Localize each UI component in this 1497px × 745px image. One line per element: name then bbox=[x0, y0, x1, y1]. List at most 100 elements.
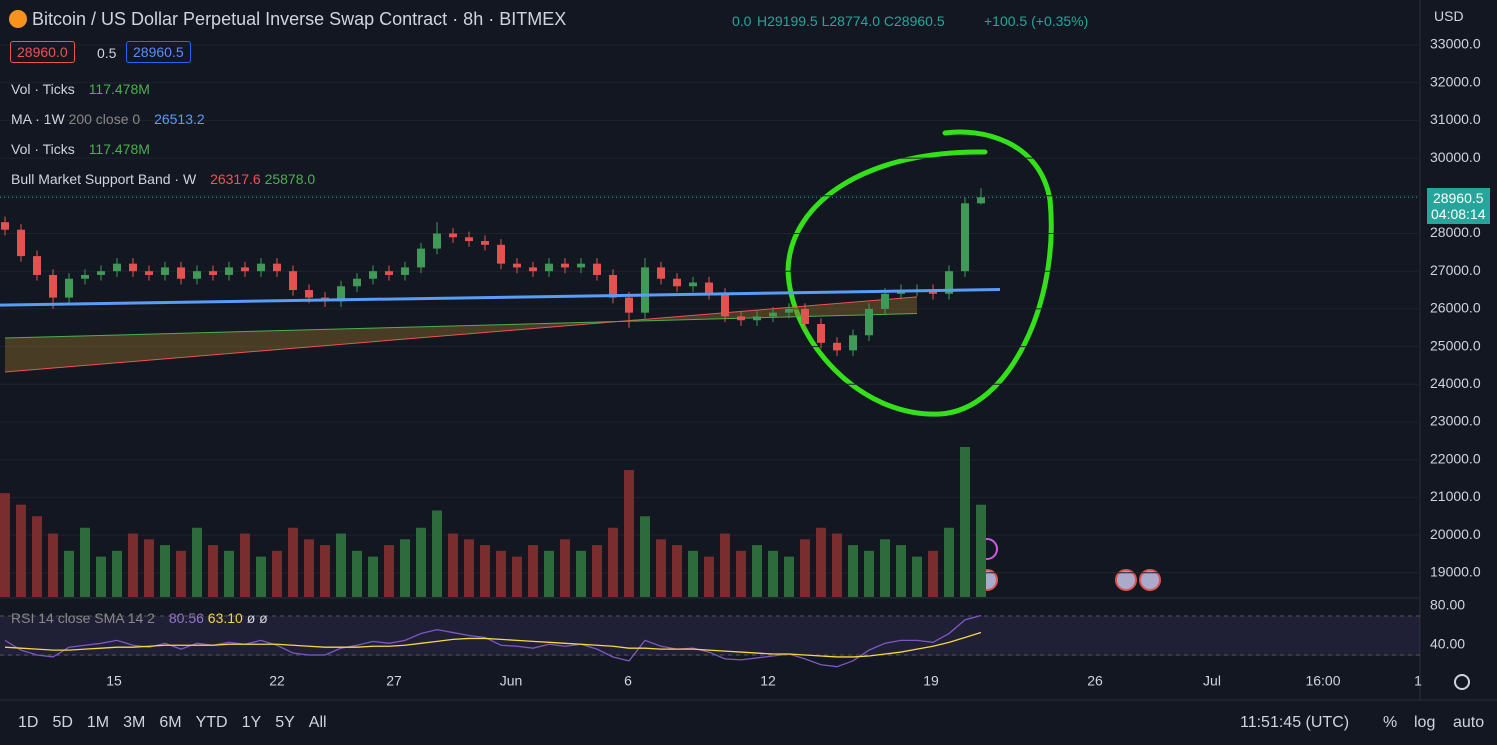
auto-toggle[interactable]: auto bbox=[1453, 714, 1485, 731]
volume-bar bbox=[416, 527, 426, 597]
bitcoin-icon bbox=[9, 10, 27, 28]
y-tick-label: 22000.0 bbox=[1430, 450, 1481, 466]
legend-name: Bull Market Support Band · W bbox=[11, 171, 197, 187]
volume-bar bbox=[400, 539, 410, 597]
range-button[interactable]: 1Y bbox=[241, 714, 262, 731]
candle-body bbox=[593, 263, 601, 275]
range-button[interactable]: 6M bbox=[159, 714, 182, 731]
x-tick-label: 27 bbox=[386, 673, 402, 689]
range-button[interactable]: 1D bbox=[18, 714, 39, 731]
sma-value: 63.10 bbox=[207, 610, 243, 626]
currency[interactable]: USD bbox=[1434, 8, 1464, 24]
last-price-label: 28960.5 04:08:14 bbox=[1427, 188, 1490, 224]
candle-body bbox=[273, 263, 281, 272]
volume-bar bbox=[768, 550, 778, 597]
x-tick-label: 12 bbox=[760, 673, 776, 689]
candle-body bbox=[865, 308, 873, 336]
range-button[interactable]: All bbox=[308, 714, 327, 731]
volume-bar bbox=[304, 539, 314, 597]
candle-body bbox=[17, 229, 25, 257]
volume-bar bbox=[96, 556, 106, 597]
candle-body bbox=[689, 282, 697, 287]
volume-bar bbox=[976, 504, 986, 597]
candle-body bbox=[561, 263, 569, 268]
candle-body bbox=[721, 293, 729, 317]
volume-bar bbox=[464, 539, 474, 597]
candle-body bbox=[769, 312, 777, 317]
volume-bar bbox=[352, 550, 362, 597]
volume-bar bbox=[80, 527, 90, 597]
rsi-tick-label: 80.00 bbox=[1430, 597, 1465, 613]
legend: Vol · Ticks 117.478M bbox=[11, 81, 150, 97]
settings-icon[interactable] bbox=[1454, 674, 1470, 690]
range-button[interactable]: 1M bbox=[86, 714, 110, 731]
volume-bar bbox=[544, 550, 554, 597]
log-toggle[interactable]: log bbox=[1414, 714, 1436, 731]
range-button[interactable]: YTD bbox=[195, 714, 228, 731]
volume-bar bbox=[480, 545, 490, 597]
candle-body bbox=[289, 271, 297, 291]
volume-bar bbox=[752, 545, 762, 597]
range-button[interactable]: 5Y bbox=[275, 714, 295, 731]
candle-body bbox=[369, 271, 377, 279]
countdown: 04:08:14 bbox=[1431, 206, 1486, 222]
candle-body bbox=[817, 323, 825, 343]
volume-bar bbox=[560, 539, 570, 597]
legend: Bull Market Support Band · W 26317.6 258… bbox=[11, 171, 315, 187]
candle-body bbox=[305, 290, 313, 298]
candle-body bbox=[513, 263, 521, 268]
legend-name: Vol · Ticks bbox=[11, 141, 75, 157]
y-tick-label: 19000.0 bbox=[1430, 563, 1481, 579]
buy-button[interactable]: 28960.5 bbox=[126, 41, 191, 63]
rsi-band bbox=[0, 616, 1420, 656]
candle-body bbox=[337, 286, 345, 302]
legend-value: 117.478M bbox=[88, 141, 150, 157]
candle-body bbox=[577, 263, 585, 268]
volume-bar bbox=[592, 545, 602, 597]
candle-body bbox=[129, 263, 137, 272]
volume-bar bbox=[16, 504, 26, 597]
range-button[interactable]: 5D bbox=[52, 714, 73, 731]
volume-bar bbox=[176, 550, 186, 597]
rsi-legend: RSI 14 close SMA 14 2 80.56 63.10 ø ø bbox=[11, 610, 268, 626]
y-tick-label: 20000.0 bbox=[1430, 526, 1481, 542]
volume-bar bbox=[800, 539, 810, 597]
volume-bar bbox=[960, 447, 970, 597]
clock: 11:51:45 (UTC) bbox=[1240, 714, 1350, 731]
spread: 0.5 bbox=[97, 45, 117, 61]
y-tick-label: 30000.0 bbox=[1430, 149, 1481, 165]
rsi-extra: ø ø bbox=[246, 610, 268, 626]
volume-bar bbox=[912, 556, 922, 597]
candle-body bbox=[465, 237, 473, 242]
percent-toggle[interactable]: % bbox=[1383, 714, 1398, 731]
y-tick-label: 25000.0 bbox=[1430, 337, 1481, 353]
volume-bar bbox=[944, 527, 954, 597]
volume-bar bbox=[48, 533, 58, 597]
volume-bar bbox=[0, 493, 10, 597]
volume-bar bbox=[688, 550, 698, 597]
volume-bar bbox=[928, 550, 938, 597]
rsi-tick-label: 40.00 bbox=[1430, 636, 1465, 652]
volume-bar bbox=[64, 550, 74, 597]
candle-body bbox=[417, 248, 425, 268]
last-price: 28960.5 bbox=[1432, 190, 1484, 206]
x-tick-label: 22 bbox=[269, 673, 285, 689]
ma-line bbox=[0, 288, 1001, 307]
x-tick-label: 1 bbox=[1414, 673, 1422, 689]
candle-body bbox=[241, 267, 249, 272]
sell-button[interactable]: 28960.0 bbox=[10, 41, 75, 63]
volume-bar bbox=[192, 527, 202, 597]
symbol-title: Bitcoin / US Dollar Perpetual Inverse Sw… bbox=[32, 9, 567, 29]
volume-bar bbox=[320, 545, 330, 597]
volume-bar bbox=[496, 550, 506, 597]
candle-body bbox=[145, 271, 153, 275]
y-tick-label: 31000.0 bbox=[1430, 111, 1481, 127]
volume-bar bbox=[448, 533, 458, 597]
range-button[interactable]: 3M bbox=[123, 714, 146, 731]
legend-value: 26317.6 bbox=[210, 171, 261, 187]
volume-bar bbox=[512, 556, 522, 597]
candle-body bbox=[961, 203, 969, 272]
legend-name: RSI 14 close SMA 14 2 bbox=[11, 610, 155, 626]
volume-bar bbox=[112, 550, 122, 597]
